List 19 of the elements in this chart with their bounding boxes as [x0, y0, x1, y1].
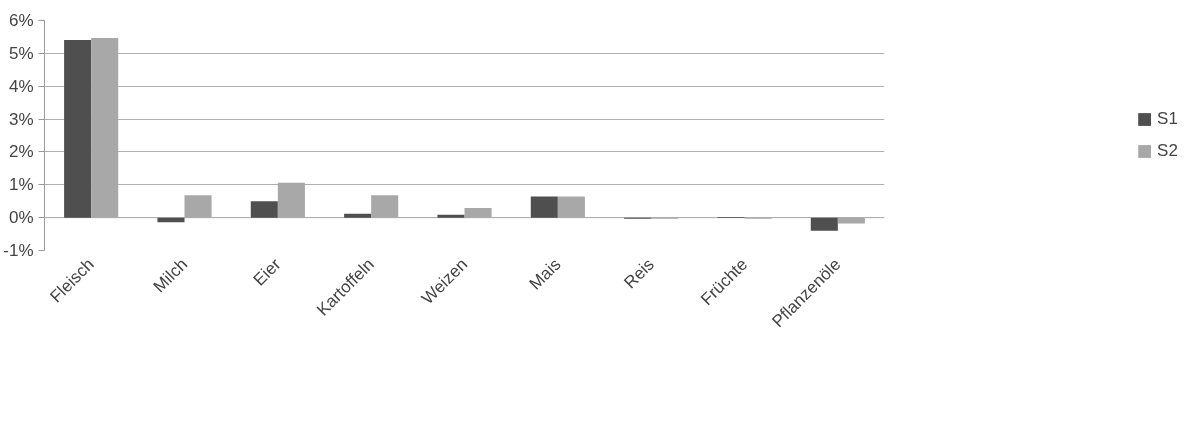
legend-label: S1	[1157, 109, 1178, 129]
y-tick-label: 0%	[8, 208, 34, 228]
y-tick-label: 4%	[8, 76, 34, 96]
y-tick-label: 6%	[8, 11, 34, 30]
bar	[810, 217, 838, 231]
y-tick-label: 5%	[8, 43, 34, 63]
y-tick-label: -1%	[3, 241, 34, 260]
y-tick-label: 3%	[8, 109, 34, 129]
bar	[250, 201, 278, 218]
x-tick-label: Eier	[249, 254, 285, 290]
bar	[64, 39, 92, 218]
y-tick-label: 2%	[8, 142, 34, 162]
legend-label: S2	[1157, 141, 1178, 161]
bar	[530, 196, 558, 218]
bar	[437, 214, 465, 218]
y-tick-label: 1%	[8, 175, 34, 195]
bar	[344, 213, 372, 218]
bar	[157, 217, 185, 223]
x-tick-label: Reis	[620, 254, 658, 293]
